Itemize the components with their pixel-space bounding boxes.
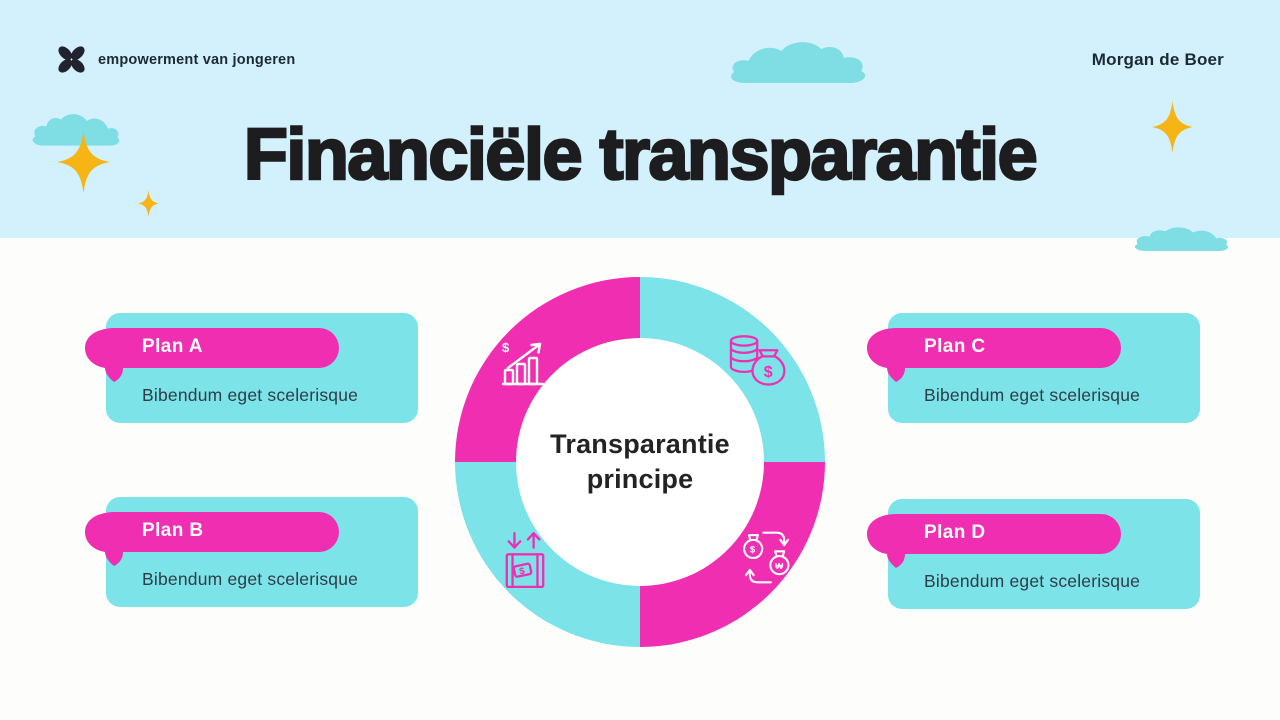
plan-label: Plan A: [142, 336, 203, 357]
plan-label: Plan C: [924, 336, 986, 357]
won-glyph: ₩: [775, 561, 784, 571]
sparkle-icon: [57, 131, 110, 193]
plan-label-pill: Plan B: [85, 512, 347, 566]
header-band: empowerment van jongeren Morgan de Boer …: [0, 0, 1280, 238]
dollar-glyph: $: [750, 545, 756, 556]
plan-description: Bibendum eget scelerisque: [924, 385, 1141, 405]
donut-diagram: Transparantie principe $: [455, 277, 825, 647]
pill-shape: [867, 328, 1121, 382]
plan-card-c: Plan C Bibendum eget scelerisque: [867, 313, 1200, 423]
plan-card-d: Plan D Bibendum eget scelerisque: [867, 499, 1200, 609]
deposit-box-icon: $: [502, 530, 548, 592]
brand-logo: empowerment van jongeren: [56, 44, 295, 75]
plan-label-pill: Plan C: [867, 328, 1129, 382]
page-title: Financiële transparantie: [243, 114, 1039, 197]
brand-name: empowerment van jongeren: [98, 51, 296, 68]
pill-shape: [85, 328, 339, 382]
plan-description: Bibendum eget scelerisque: [142, 385, 359, 405]
plan-label: Plan B: [142, 520, 204, 541]
plan-label: Plan D: [924, 522, 986, 543]
pill-shape: [867, 514, 1121, 568]
plan-description: Bibendum eget scelerisque: [142, 569, 359, 589]
cloud-icon: [727, 38, 891, 90]
currency-exchange-icon: $ ₩: [740, 527, 794, 588]
coins-moneybag-icon: $: [724, 332, 796, 392]
plan-card-a: Plan A Bibendum eget scelerisque: [85, 313, 418, 423]
pill-shape: [85, 512, 339, 566]
dollar-glyph: $: [518, 566, 526, 578]
plan-label-pill: Plan D: [867, 514, 1129, 568]
plan-card-b: Plan B Bibendum eget scelerisque: [85, 497, 418, 607]
cloud-icon: [1117, 225, 1231, 255]
sparkle-icon: [138, 190, 159, 217]
dollar-glyph: $: [502, 340, 510, 355]
plan-label-pill: Plan A: [85, 328, 347, 382]
clover-icon: [58, 46, 85, 73]
donut-center-label: Transparantie principe: [550, 429, 730, 495]
plan-description: Bibendum eget scelerisque: [924, 571, 1141, 591]
cloud-icon: [16, 111, 122, 151]
sparkle-icon: [1152, 101, 1193, 153]
dollar-glyph: $: [764, 364, 773, 381]
author-name: Morgan de Boer: [1091, 50, 1224, 69]
growth-chart-icon: $: [498, 336, 550, 388]
